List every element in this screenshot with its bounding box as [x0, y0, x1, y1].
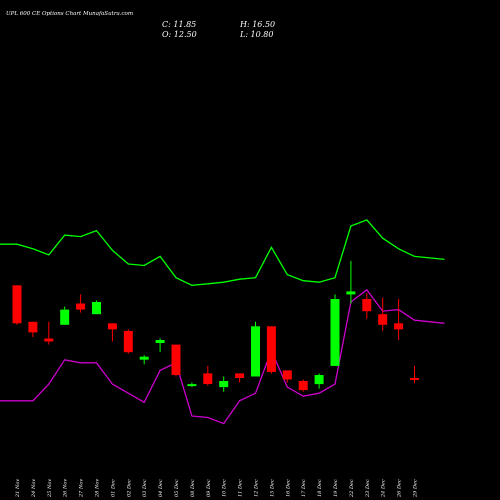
x-tick-label: 21 Nov — [15, 479, 21, 498]
x-tick-label: 29 Dec — [413, 479, 419, 498]
x-tick-label: 04 Dec — [158, 479, 164, 497]
candle-body — [107, 323, 117, 330]
candle-body — [60, 309, 70, 325]
lower-line — [0, 288, 445, 425]
close-label: C: 11.85 — [162, 20, 196, 29]
candle-body — [44, 338, 54, 342]
x-tick-label: 03 Dec — [142, 479, 148, 497]
x-tick-label: 09 Dec — [206, 479, 212, 497]
candle-body — [155, 340, 165, 343]
x-tick-label: 11 Dec — [238, 479, 244, 497]
open-label: O: 12.50 — [162, 30, 197, 39]
candle-body — [362, 299, 372, 312]
high-label: H: 16.50 — [239, 20, 275, 29]
x-tick-label: 12 Dec — [254, 479, 260, 497]
upper-line — [0, 219, 445, 286]
candle-body — [330, 299, 340, 366]
x-tick-label: 24 Dec — [381, 479, 387, 498]
candle-body — [76, 303, 86, 310]
x-tick-label: 18 Dec — [317, 479, 323, 497]
x-tick-label: 08 Dec — [190, 479, 196, 497]
x-tick-label: 28 Nov — [95, 479, 101, 498]
candle-body — [171, 344, 181, 375]
x-tick-label: 26 Nov — [63, 479, 69, 498]
candles — [12, 260, 419, 392]
candle-body — [123, 330, 133, 353]
x-tick-label: 02 Dec — [126, 479, 132, 497]
candle-body — [12, 285, 22, 324]
x-tick-label: 01 Dec — [110, 479, 116, 497]
x-tick-label: 15 Dec — [269, 479, 275, 497]
candle-body — [266, 326, 276, 372]
candle-body — [251, 326, 260, 377]
candle-body — [346, 291, 356, 295]
x-tick-label: 10 Dec — [222, 479, 228, 497]
x-tick-label: 24 Nov — [31, 479, 37, 498]
x-tick-label: 27 Nov — [79, 479, 85, 498]
candle-body — [139, 356, 149, 360]
x-tick-label: 16 Dec — [285, 479, 291, 497]
x-tick-label: 19 Dec — [333, 479, 339, 497]
candle-body — [394, 323, 404, 330]
x-axis-tick-labels: 21 Nov 24 Nov 25 Nov 26 Nov 27 Nov 28 Nov 01 D… — [15, 479, 419, 498]
candle-body — [235, 373, 245, 378]
x-tick-label: 22 Dec — [349, 479, 355, 498]
candle-body — [410, 378, 419, 380]
x-tick-label: 25 Nov — [47, 479, 53, 498]
candle-body — [203, 373, 213, 384]
candle-body — [92, 302, 101, 315]
candle-body — [282, 370, 292, 380]
x-tick-label: 05 Dec — [174, 479, 180, 497]
chart-title: UPL 600 CE Options Chart MunafaSutra.com — [6, 11, 133, 17]
x-tick-label: 26 Dec — [397, 479, 403, 498]
indicator-lines — [0, 219, 445, 425]
low-label: L: 10.80 — [239, 30, 273, 39]
x-tick-label: 23 Dec — [365, 479, 371, 498]
x-tick-label: 17 Dec — [301, 479, 307, 497]
candle-body — [314, 375, 324, 385]
candle-body — [28, 321, 38, 333]
candle-body — [298, 381, 308, 391]
candle-body — [219, 381, 229, 388]
candle-body — [187, 384, 197, 387]
candle-body — [378, 314, 388, 325]
